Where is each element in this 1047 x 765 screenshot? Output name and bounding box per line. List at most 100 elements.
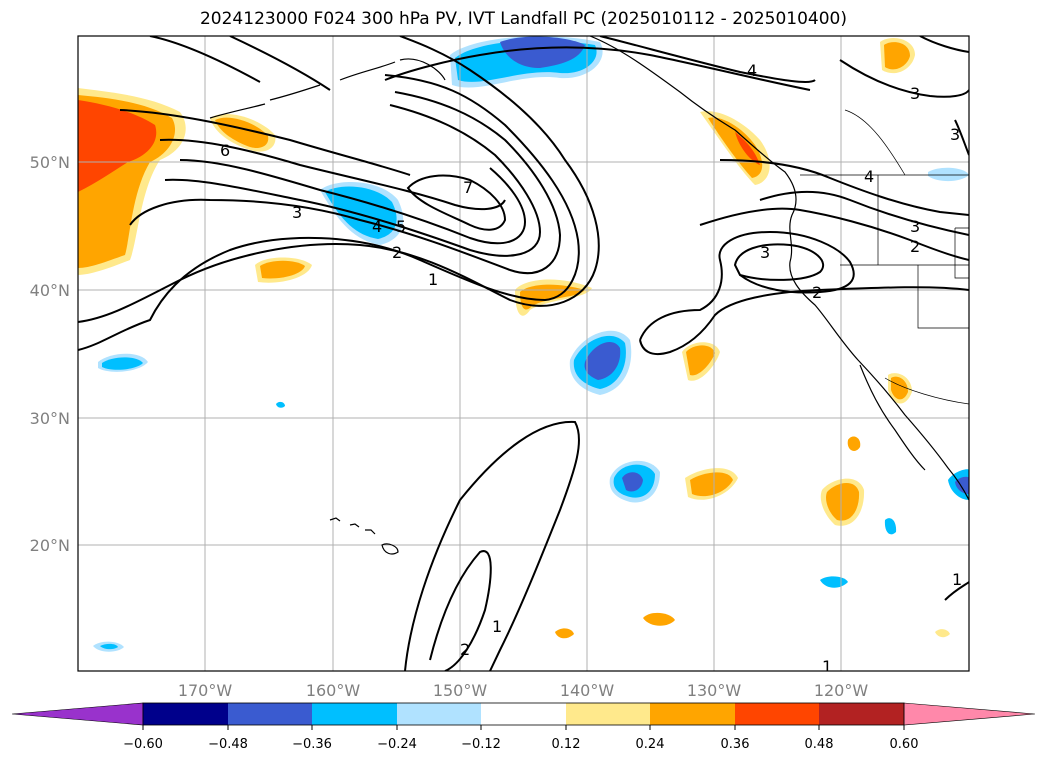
- colorbar-tick-label: −0.36: [292, 737, 332, 752]
- cool-anomaly-area: [276, 401, 285, 408]
- contour-line: [639, 286, 969, 356]
- lat-label: 20°N: [30, 536, 70, 555]
- coastlines: [209, 36, 969, 555]
- contour-label: 3: [910, 84, 920, 103]
- warm-anomaly-area: [643, 612, 675, 626]
- cool-anomaly-area: [102, 357, 143, 370]
- contour-line: [149, 36, 261, 83]
- contour-line: [954, 119, 969, 156]
- colorbar-outline: [142, 702, 905, 726]
- colorbar-segment: [650, 703, 735, 725]
- lon-label: 140°W: [560, 681, 615, 700]
- cool-anomaly-area: [584, 342, 621, 380]
- contour-label: 2: [812, 283, 822, 302]
- contour-label: 1: [822, 657, 832, 676]
- contour-labels: 1 2 3 4 5 6 7 4 3 3 2 4 3 2 3 2 1 1 1: [220, 61, 962, 676]
- contour-label: 2: [910, 237, 920, 256]
- colorbar-tick-label: −0.12: [461, 737, 501, 752]
- warm-anomaly-area: [891, 376, 908, 400]
- contour-label: 5: [396, 217, 406, 236]
- cool-anomaly-area: [100, 643, 118, 650]
- warm-anomaly-area: [78, 100, 157, 192]
- contour-line: [159, 138, 506, 211]
- lon-label: 160°W: [306, 681, 361, 700]
- lon-labels: 170°W 160°W 150°W 140°W 130°W 120°W: [178, 681, 869, 700]
- lat-label: 50°N: [30, 153, 70, 172]
- colorbar-segment: [735, 703, 819, 725]
- colorbar-segment: [143, 703, 228, 725]
- cool-anomaly-area: [820, 576, 848, 588]
- warm-anomaly-area: [690, 472, 733, 497]
- lat-label: 40°N: [30, 281, 70, 300]
- contour-line: [733, 243, 825, 281]
- colorbar-tick-label: 0.48: [805, 737, 834, 752]
- contour-line: [719, 159, 969, 216]
- contour-label: 1: [492, 617, 502, 636]
- contour-label: 4: [372, 217, 382, 236]
- warm-anomaly-area: [260, 260, 305, 279]
- contour-line: [179, 159, 527, 245]
- colorbar-tick-label: 0.12: [552, 737, 581, 752]
- gridlines: [78, 36, 969, 671]
- lon-label: 170°W: [178, 681, 233, 700]
- contour-line: [406, 174, 507, 231]
- contour-line: [759, 190, 969, 236]
- cool-anomaly-area: [622, 472, 643, 492]
- contour-line: [699, 207, 969, 261]
- contour-line: [119, 109, 411, 176]
- colorbar-tick-label: 0.24: [636, 737, 665, 752]
- warm-anomaly-area: [735, 132, 760, 165]
- contour-label: 3: [910, 217, 920, 236]
- contour-line: [429, 550, 492, 671]
- political-borders: [800, 109, 969, 405]
- cool-anomaly-area: [928, 167, 969, 182]
- contour-line: [839, 59, 969, 98]
- warm-anomaly-area: [520, 284, 585, 310]
- contour-line: [229, 36, 331, 91]
- north-america-coast: [589, 36, 969, 501]
- pv-contours: [78, 36, 969, 671]
- contour-line: [78, 36, 600, 323]
- colorbar-segment: [566, 703, 650, 725]
- contour-label: 1: [428, 270, 438, 289]
- warm-anomaly-area: [555, 628, 574, 639]
- colorbar-segment: [397, 703, 481, 725]
- map-title: 2024123000 F024 300 hPa PV, IVT Landfall…: [199, 9, 847, 29]
- contour-line: [919, 36, 969, 53]
- colorbar: −0.60 −0.48 −0.36 −0.24 −0.12 0.12 0.24 …: [11, 702, 1036, 752]
- contour-line: [404, 420, 581, 671]
- contour-label: 6: [220, 141, 230, 160]
- contour-line: [599, 36, 816, 83]
- map-frame: [77, 35, 970, 672]
- alaska-islands: [209, 58, 446, 119]
- colorbar-segment: [312, 703, 397, 725]
- baja-coast: [859, 364, 926, 471]
- contour-line: [384, 46, 811, 91]
- contour-line: [639, 230, 855, 341]
- colorbar-ticks: [142, 725, 905, 730]
- lon-label: 150°W: [433, 681, 488, 700]
- hawaii-islands: [329, 517, 399, 555]
- lat-labels: 50°N 40°N 30°N 20°N: [30, 153, 70, 555]
- shading-layer: [78, 36, 969, 652]
- colorbar-segment: [228, 703, 312, 725]
- contour-label: 2: [392, 243, 402, 262]
- colorbar-segment: [481, 703, 566, 725]
- colorbar-tick-label: −0.60: [123, 737, 163, 752]
- warm-anomaly-area: [935, 629, 950, 638]
- contour-label: 4: [864, 167, 874, 186]
- warm-anomaly-area: [847, 436, 861, 451]
- colorbar-tick-label: 0.36: [721, 737, 750, 752]
- warm-anomaly-area: [884, 42, 910, 70]
- lon-label: 120°W: [814, 681, 869, 700]
- contour-label: 3: [292, 203, 302, 222]
- colorbar-extend-high: [903, 702, 1036, 726]
- contour-line: [944, 581, 969, 601]
- contour-label: 4: [747, 61, 757, 80]
- colorbar-segment: [819, 703, 904, 725]
- contour-label: 3: [760, 243, 770, 262]
- colorbar-extend-low: [11, 702, 144, 726]
- colorbar-tick-label: −0.48: [208, 737, 248, 752]
- lon-label: 130°W: [687, 681, 742, 700]
